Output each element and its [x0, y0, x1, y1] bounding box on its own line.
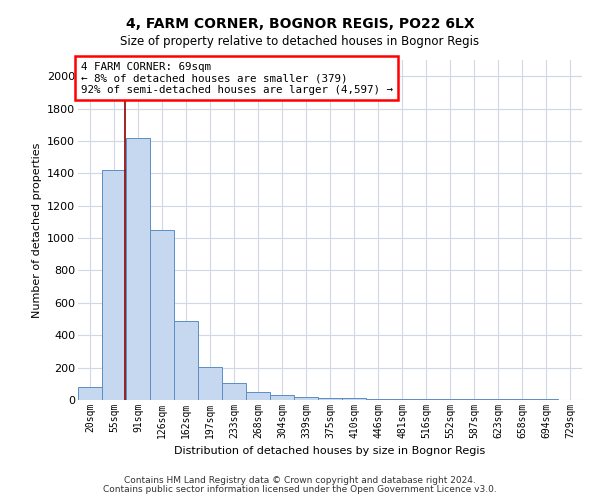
Bar [150, 230, 174, 400]
Bar [174, 320, 198, 400]
Bar [318, 398, 342, 400]
Bar [534, 399, 558, 400]
Bar [270, 395, 294, 400]
Bar [510, 399, 534, 400]
Bar [414, 399, 438, 400]
Bar [462, 399, 486, 400]
Bar [390, 399, 414, 400]
Y-axis label: Number of detached properties: Number of detached properties [32, 142, 41, 318]
Bar [78, 387, 102, 400]
Text: 4 FARM CORNER: 69sqm
← 8% of detached houses are smaller (379)
92% of semi-detac: 4 FARM CORNER: 69sqm ← 8% of detached ho… [80, 62, 392, 95]
Text: Contains HM Land Registry data © Crown copyright and database right 2024.: Contains HM Land Registry data © Crown c… [124, 476, 476, 485]
Bar [342, 398, 366, 400]
Bar [366, 399, 390, 400]
Bar [294, 397, 318, 400]
Bar [198, 367, 222, 400]
Bar [126, 138, 150, 400]
Bar [486, 399, 510, 400]
Text: Contains public sector information licensed under the Open Government Licence v3: Contains public sector information licen… [103, 485, 497, 494]
Bar [222, 383, 246, 400]
X-axis label: Distribution of detached houses by size in Bognor Regis: Distribution of detached houses by size … [175, 446, 485, 456]
Bar [102, 170, 126, 400]
Bar [246, 392, 270, 400]
Text: Size of property relative to detached houses in Bognor Regis: Size of property relative to detached ho… [121, 35, 479, 48]
Text: 4, FARM CORNER, BOGNOR REGIS, PO22 6LX: 4, FARM CORNER, BOGNOR REGIS, PO22 6LX [125, 18, 475, 32]
Bar [438, 399, 462, 400]
